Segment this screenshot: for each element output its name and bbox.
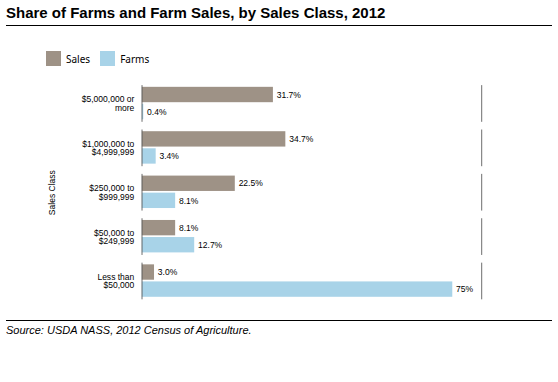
svg-text:$250,000 to$999,999: $250,000 to$999,999: [89, 183, 134, 202]
html-text:Farms: Farms: [120, 51, 150, 66]
svg-text:3.4%: 3.4%: [160, 151, 180, 161]
svg-text:31.7%: 31.7%: [277, 90, 302, 100]
svg-text:$1,000,000 to$4,999,999: $1,000,000 to$4,999,999: [82, 139, 134, 158]
html-text:Share of Farms and Farm Sales,: Share of Farms and Farm Sales, by Sales …: [6, 4, 386, 21]
svg-text:0.4%: 0.4%: [147, 107, 167, 117]
svg-text:22.5%: 22.5%: [239, 178, 264, 188]
svg-text:$50,000 to$249,999: $50,000 to$249,999: [94, 228, 135, 247]
svg-text:8.1%: 8.1%: [179, 195, 199, 205]
svg-text:Sales Class: Sales Class: [47, 170, 57, 215]
html-text:Sales: Sales: [66, 51, 91, 66]
svg-text:12.7%: 12.7%: [198, 240, 223, 250]
html-text:Source: USDA NASS, 2012 Census: Source: USDA NASS, 2012 Census of Agricu…: [6, 323, 252, 336]
svg-text:$5,000,000 ormore: $5,000,000 ormore: [82, 94, 135, 113]
svg-text:8.1%: 8.1%: [179, 223, 199, 233]
svg-text:34.7%: 34.7%: [289, 134, 314, 144]
svg-text:Less than$50,000: Less than$50,000: [97, 272, 134, 291]
svg-text:75%: 75%: [456, 284, 473, 294]
svg-text:3.0%: 3.0%: [158, 267, 178, 277]
